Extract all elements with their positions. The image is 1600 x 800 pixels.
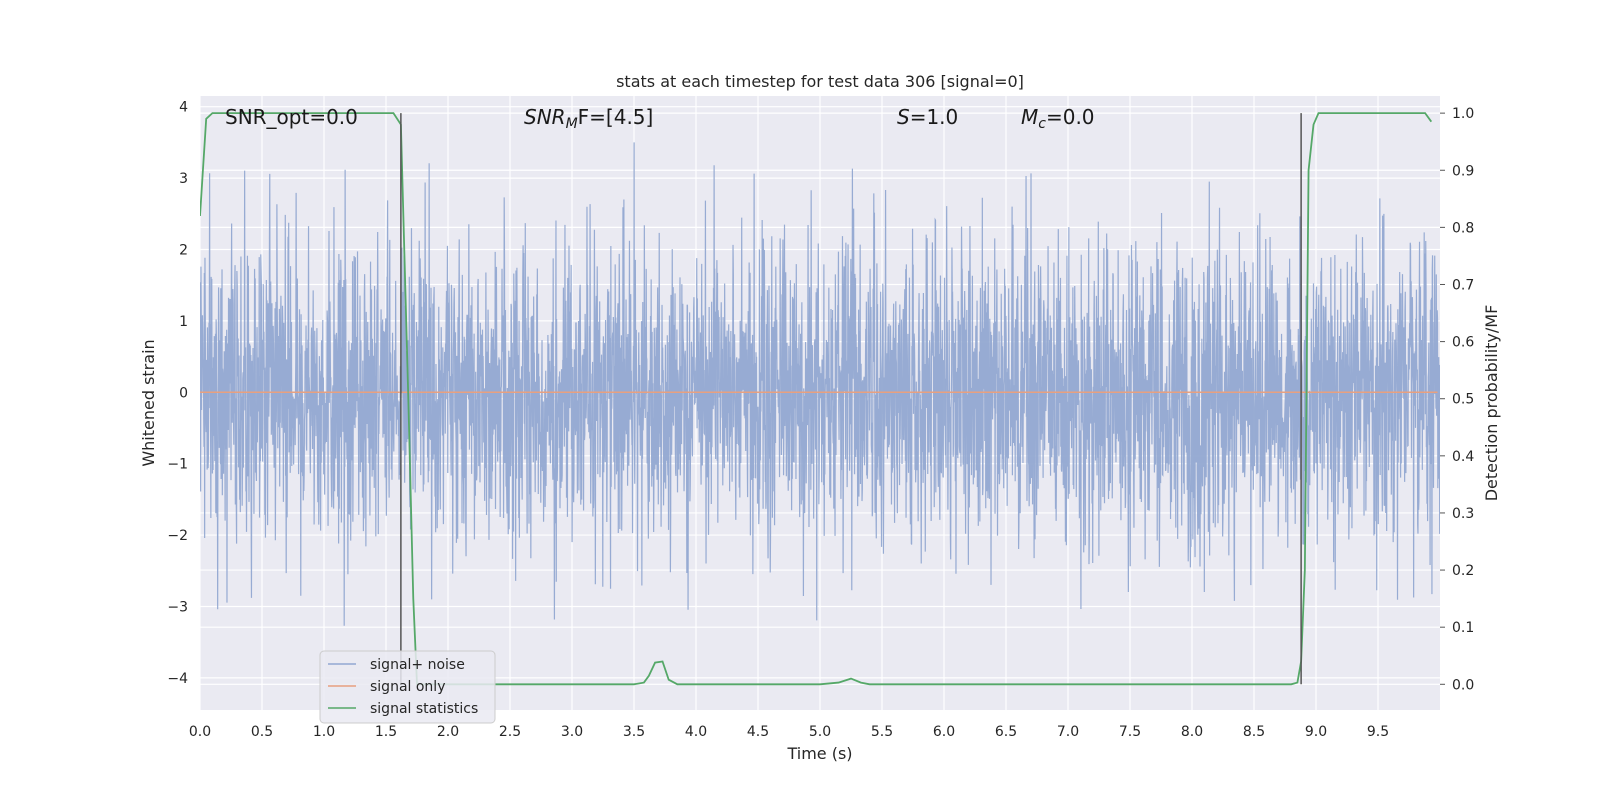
annotation-s-rest: =1.0: [910, 105, 959, 129]
y-tick-label-left: −3: [167, 599, 188, 615]
y-tick-label-left: −2: [167, 528, 188, 544]
x-tick-label: 1.5: [375, 724, 397, 740]
x-tick-label: 3.5: [623, 724, 645, 740]
y-tick-label-left: 3: [179, 171, 188, 187]
y-tick-label-right: 0.4: [1452, 449, 1474, 465]
chart-title: stats at each timestep for test data 306…: [616, 72, 1024, 91]
legend-box: [319, 650, 496, 724]
y-tick-label-right: 0.2: [1452, 563, 1474, 579]
y-tick-label-right: 1.0: [1452, 106, 1474, 122]
x-tick-label: 9.0: [1305, 724, 1327, 740]
y-tick-label-right: 0.6: [1452, 335, 1474, 351]
x-tick-label: 8.5: [1243, 724, 1265, 740]
y-tick-label-right: 0.5: [1452, 392, 1474, 408]
annotation-snr-mf-rest: F=[4.5]: [578, 105, 654, 129]
x-tick-label: 7.0: [1057, 724, 1079, 740]
x-tick-label: 0.5: [251, 724, 273, 740]
y-tick-label-left: 4: [179, 100, 188, 116]
x-tick-label: 6.0: [933, 724, 955, 740]
x-tick-label: 0.0: [189, 724, 211, 740]
annotation-mc-rest: =0.0: [1046, 105, 1095, 129]
x-tick-label: 8.0: [1181, 724, 1203, 740]
x-tick-label: 4.0: [685, 724, 707, 740]
x-axis-label: Time (s): [786, 744, 852, 763]
y-tick-label-left: −4: [167, 671, 188, 687]
y-tick-label-right: 0.1: [1452, 620, 1474, 636]
legend-label-signal-only: signal only: [370, 679, 445, 695]
y-tick-label-right: 0.7: [1452, 277, 1474, 293]
x-tick-label: 5.5: [871, 724, 893, 740]
legend-label-signal-statistics: signal statistics: [370, 701, 478, 717]
y-tick-label-right: 0.0: [1452, 677, 1474, 693]
y-tick-labels-left: 4 3 2 1 0 −1 −2 −3 −4: [167, 100, 188, 687]
y-tick-label-right: 0.9: [1452, 163, 1474, 179]
x-tick-label: 3.0: [561, 724, 583, 740]
series-signal-noise: [200, 142, 1440, 626]
x-tick-label: 9.5: [1367, 724, 1389, 740]
annotation-snr-mf-main: SNR: [524, 105, 566, 129]
series-signal-statistics: [200, 112, 1433, 686]
y-tick-labels-right: 1.0 0.9 0.8 0.7 0.6 0.5 0.4 0.3 0.2 0.1 0.0: [1440, 106, 1474, 693]
y-tick-label-left: −1: [167, 457, 188, 473]
y-tick-label-left: 1: [179, 314, 188, 330]
annotation-mc-sub: c: [1038, 116, 1046, 132]
y-axis-label-left: Whitened strain: [139, 339, 158, 466]
annotation-mc: Mc=0.0: [1021, 105, 1095, 132]
x-tick-labels: 0.0 0.5 1.0 1.5 2.0 2.5 3.0 3.5 4.0 4.5 5.0 5.5 6.0 6…: [189, 724, 1389, 740]
annotation-snr-opt: SNR_opt=0.0: [225, 105, 358, 129]
y-tick-label-right: 0.3: [1452, 506, 1474, 522]
y-tick-label-left: 2: [179, 243, 188, 259]
x-tick-label: 7.5: [1119, 724, 1141, 740]
x-tick-label: 1.0: [313, 724, 335, 740]
x-tick-label: 2.5: [499, 724, 521, 740]
vertical-markers: [400, 113, 1302, 685]
legend-label-signal-noise: signal+ noise: [370, 657, 465, 673]
legend: signal+ noise signal only signal statist…: [319, 650, 496, 724]
x-tick-label: 6.5: [995, 724, 1017, 740]
annotation-snr-mf: SNRMF=[4.5]: [524, 105, 653, 132]
annotation-mc-main: M: [1021, 105, 1038, 129]
y-tick-label-right: 0.8: [1452, 220, 1474, 236]
x-tick-label: 4.5: [747, 724, 769, 740]
annotation-snr-mf-sub: M: [566, 116, 578, 132]
x-tick-label: 5.0: [809, 724, 831, 740]
annotation-s: S=1.0: [897, 105, 958, 129]
y-tick-label-left: 0: [179, 385, 188, 401]
y-axis-label-right: Detection probability/MF: [1482, 305, 1501, 502]
annotation-s-main: S: [897, 105, 910, 129]
x-tick-label: 2.0: [437, 724, 459, 740]
